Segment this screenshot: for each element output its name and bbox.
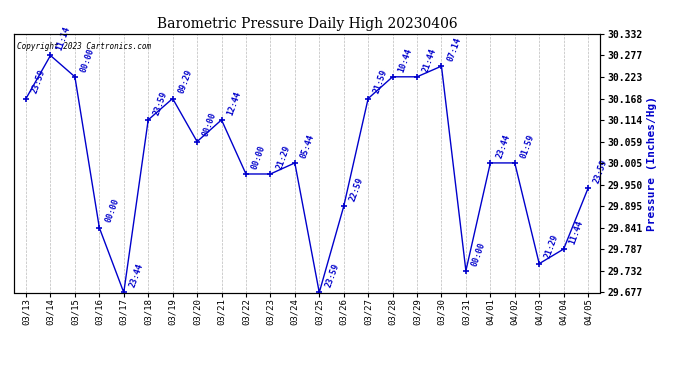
- Text: 23:59: 23:59: [152, 90, 169, 116]
- Text: 23:44: 23:44: [495, 133, 511, 159]
- Text: 00:00: 00:00: [79, 46, 96, 73]
- Text: 09:29: 09:29: [177, 68, 194, 95]
- Text: 00:00: 00:00: [470, 241, 487, 267]
- Text: 23:59: 23:59: [30, 68, 47, 95]
- Text: Copyright 2023 Cartronics.com: Copyright 2023 Cartronics.com: [17, 42, 151, 51]
- Text: 23:59: 23:59: [592, 158, 609, 184]
- Text: 00:00: 00:00: [201, 111, 218, 138]
- Text: 00:00: 00:00: [250, 144, 267, 170]
- Text: 21:44: 21:44: [421, 46, 438, 73]
- Text: 21:59: 21:59: [373, 68, 389, 95]
- Text: 23:44: 23:44: [128, 262, 145, 289]
- Text: 01:59: 01:59: [519, 133, 536, 159]
- Text: 10:44: 10:44: [397, 46, 414, 73]
- Text: 22:59: 22:59: [348, 176, 365, 203]
- Text: 11:44: 11:44: [568, 219, 585, 246]
- Text: 11:14: 11:14: [55, 26, 72, 52]
- Text: 21:29: 21:29: [543, 234, 560, 260]
- Title: Barometric Pressure Daily High 20230406: Barometric Pressure Daily High 20230406: [157, 17, 457, 31]
- Text: 12:44: 12:44: [226, 90, 243, 116]
- Y-axis label: Pressure (Inches/Hg): Pressure (Inches/Hg): [647, 96, 657, 231]
- Text: 00:00: 00:00: [104, 198, 121, 224]
- Text: 05:44: 05:44: [299, 133, 316, 159]
- Text: 21:29: 21:29: [275, 144, 292, 170]
- Text: 23:59: 23:59: [324, 262, 340, 289]
- Text: 07:14: 07:14: [446, 36, 462, 63]
